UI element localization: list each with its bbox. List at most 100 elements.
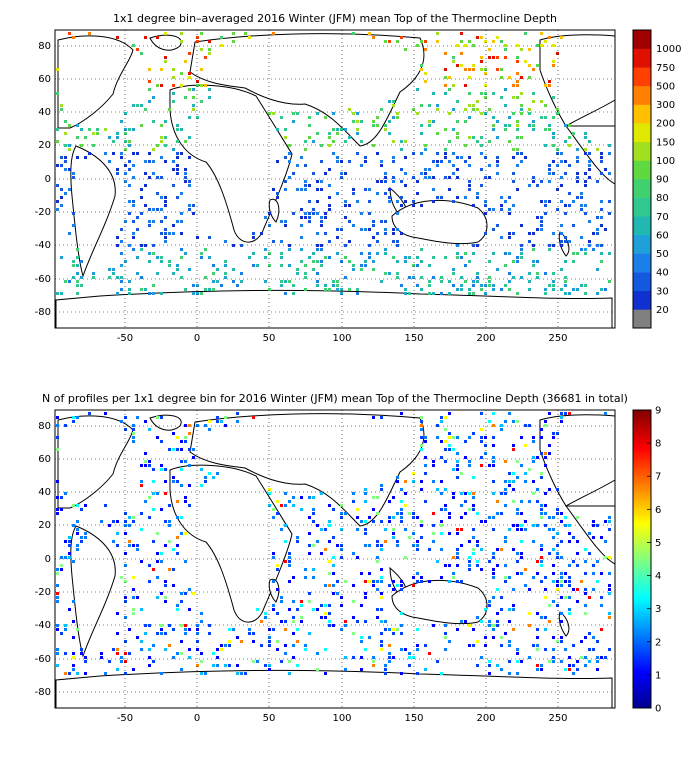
data-cell [136,256,139,259]
data-cell [492,92,495,95]
data-cell [428,652,431,655]
data-cell [284,128,287,131]
data-cell [588,220,591,223]
data-cell [292,112,295,115]
data-cell [188,208,191,211]
data-cell [188,88,191,91]
data-cell [176,196,179,199]
data-cell [80,648,83,651]
data-cell [496,564,499,567]
data-cell [464,512,467,515]
data-cell [192,212,195,215]
data-cell [56,648,59,651]
chart-2-data-cells [56,412,611,675]
data-cell [384,668,387,671]
data-cell [436,424,439,427]
data-cell [368,244,371,247]
data-cell [340,548,343,551]
data-cell [128,524,131,527]
data-cell [576,252,579,255]
data-cell [208,96,211,99]
data-cell [532,128,535,131]
data-cell [524,32,527,35]
data-cell [64,160,67,163]
data-cell [136,416,139,419]
data-cell [344,244,347,247]
data-cell [140,248,143,251]
data-cell [148,648,151,651]
data-cell [124,172,127,175]
data-cell [168,232,171,235]
data-cell [440,456,443,459]
data-cell [64,144,67,147]
data-cell [532,176,535,179]
data-cell [412,276,415,279]
chart-2-land [55,413,616,709]
data-cell [396,116,399,119]
data-cell [472,432,475,435]
data-cell [340,628,343,631]
data-cell [324,584,327,587]
data-cell [448,580,451,583]
data-cell [576,172,579,175]
data-cell [520,540,523,543]
data-cell [384,672,387,675]
data-cell [420,104,423,107]
data-cell [116,632,119,635]
data-cell [272,112,275,115]
data-cell [392,532,395,535]
data-cell [492,552,495,555]
data-cell [72,264,75,267]
data-cell [436,488,439,491]
data-cell [412,512,415,515]
data-cell [568,124,571,127]
data-cell [132,236,135,239]
data-cell [56,624,59,627]
data-cell [196,648,199,651]
data-cell [216,656,219,659]
chart-2-y-tick: 40 [38,487,51,498]
data-cell [420,248,423,251]
data-cell [460,156,463,159]
data-cell [60,564,63,567]
data-cell [384,124,387,127]
data-cell [68,32,71,35]
data-cell [376,580,379,583]
data-cell [204,276,207,279]
data-cell [76,156,79,159]
data-cell [544,524,547,527]
data-cell [512,420,515,423]
data-cell [220,648,223,651]
data-cell [384,40,387,43]
data-cell [192,456,195,459]
data-cell [380,108,383,111]
data-cell [480,152,483,155]
data-cell [592,588,595,591]
data-cell [544,420,547,423]
colorbar-tick-label: 9 [655,406,661,417]
data-cell [344,128,347,131]
data-cell [96,132,99,135]
data-cell [588,164,591,167]
data-cell [416,256,419,259]
data-cell [400,148,403,151]
data-cell [272,604,275,607]
data-cell [468,92,471,95]
data-cell [432,512,435,515]
data-cell [300,508,303,511]
data-cell [164,144,167,147]
data-cell [564,648,567,651]
data-cell [364,620,367,623]
data-cell [112,648,115,651]
data-cell [144,288,147,291]
data-cell [476,276,479,279]
data-cell [192,88,195,91]
data-cell [304,140,307,143]
data-cell [352,120,355,123]
data-cell [340,516,343,519]
data-cell [144,632,147,635]
data-cell [548,200,551,203]
data-cell [468,508,471,511]
data-cell [284,156,287,159]
data-cell [172,92,175,95]
